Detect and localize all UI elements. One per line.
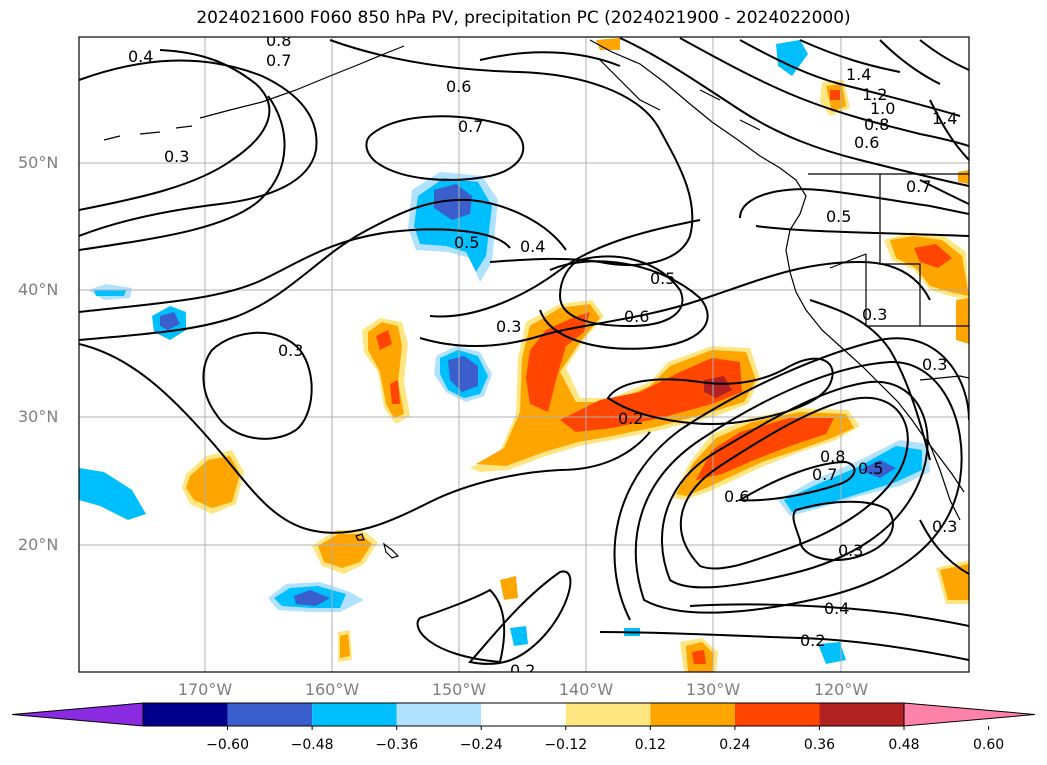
contour-label: 0.3 <box>164 147 189 166</box>
contour-label: 0.8 <box>266 31 291 50</box>
lat-label-20n: 20°N <box>18 535 59 554</box>
lon-label-130w: 130°W <box>685 680 741 699</box>
contour-label: 0.3 <box>922 355 947 374</box>
contour-label: 0.3 <box>932 517 957 536</box>
contour-label: 0.5 <box>650 269 675 288</box>
contour-label: 0.5 <box>858 459 883 478</box>
colorbar-swatch <box>396 703 482 726</box>
colorbar-swatch <box>143 703 228 726</box>
contour-label: 0.2 <box>618 409 643 428</box>
lon-label-140w: 140°W <box>558 680 614 699</box>
lon-label-170w: 170°W <box>177 680 233 699</box>
colorbar-tick-label: −0.12 <box>544 737 588 753</box>
contour-label: 0.3 <box>496 317 521 336</box>
colorbar-tick-label: 0.48 <box>888 737 920 753</box>
contour-label: 1.4 <box>932 109 957 128</box>
contour-label: 0.3 <box>278 341 303 360</box>
lon-label-150w: 150°W <box>431 680 487 699</box>
contour-label: 0.7 <box>458 117 483 136</box>
lat-label-30n: 30°N <box>18 407 59 426</box>
colorbar-swatch <box>819 703 904 726</box>
lat-label-50n: 50°N <box>18 153 59 172</box>
colorbar-extend-max <box>903 702 1036 727</box>
map-title: 2024021600 F060 850 hPa PV, precipitatio… <box>196 8 851 28</box>
map-content: 0.4 0.8 0.7 0.3 0.6 0.7 0.5 0.4 0.5 0.6 … <box>79 31 969 680</box>
colorbar-extend-min <box>11 702 144 727</box>
colorbar <box>11 702 1036 730</box>
colorbar-tick-label: −0.36 <box>375 737 419 753</box>
contour-label: 0.6 <box>624 307 649 326</box>
contour-label: 0.4 <box>824 599 849 618</box>
colorbar-tick-label: −0.60 <box>206 737 249 753</box>
colorbar-tick-label: 0.24 <box>719 737 751 753</box>
colorbar-tick-label: 0.36 <box>803 737 836 753</box>
contour-label: 0.6 <box>724 487 749 506</box>
contour-label: 0.7 <box>266 51 291 70</box>
pv-contour-labels: 0.4 0.8 0.7 0.3 0.6 0.7 0.5 0.4 0.5 0.6 … <box>128 31 957 680</box>
lat-label-40n: 40°N <box>18 280 59 299</box>
colorbar-swatch <box>481 703 566 726</box>
contour-label: 1.2 <box>862 85 887 104</box>
lon-label-120w: 120°W <box>813 680 869 699</box>
contour-label: 0.8 <box>820 447 845 466</box>
contour-label: 0.8 <box>864 115 889 134</box>
colorbar-border <box>142 702 905 727</box>
contour-label: 0.6 <box>446 77 471 96</box>
colorbar-swatch <box>227 703 313 726</box>
contour-label: 0.2 <box>510 661 535 680</box>
contour-label: 0.3 <box>838 541 863 560</box>
colorbar-swatch <box>734 703 820 726</box>
contour-label: 0.7 <box>812 465 837 484</box>
contour-label: 0.3 <box>862 305 887 324</box>
contour-label: 0.4 <box>128 47 153 66</box>
map-border <box>78 36 970 673</box>
lon-label-160w: 160°W <box>304 680 360 699</box>
contour-label: 0.5 <box>454 233 479 252</box>
colorbar-swatch <box>312 703 397 726</box>
precip-shading <box>79 38 969 672</box>
pv-contours <box>79 37 969 665</box>
contour-label: 0.4 <box>520 237 545 256</box>
contour-label: 1.0 <box>870 99 895 118</box>
colorbar-tick-label: −0.24 <box>459 737 503 753</box>
colorbar-tick-label: −0.48 <box>290 737 334 753</box>
colorbar-swatch <box>650 703 735 726</box>
colorbar-tick-label: 0.60 <box>972 737 1005 753</box>
contour-label: 1.4 <box>846 65 871 84</box>
map-gridlines <box>79 37 969 672</box>
contour-label: 0.7 <box>906 177 931 196</box>
contour-label: 0.2 <box>800 631 825 650</box>
colorbar-swatch <box>565 703 651 726</box>
contour-label: 0.5 <box>826 207 851 226</box>
colorbar-tick-label: 0.12 <box>634 737 666 753</box>
contour-label: 0.6 <box>854 133 879 152</box>
